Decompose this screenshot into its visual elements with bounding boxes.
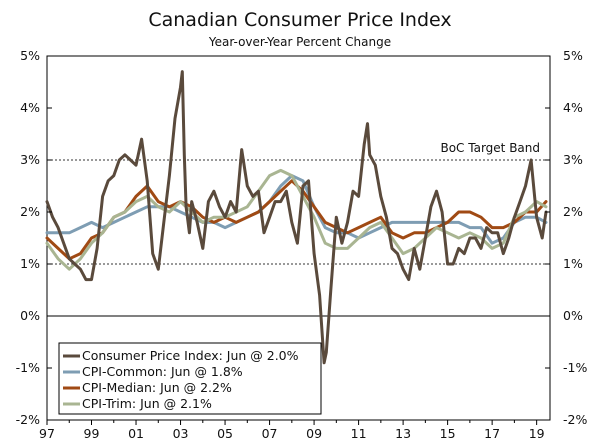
legend-label-cpi-median: CPI-Median: Jun @ 2.2% (82, 380, 232, 395)
cpi-line (45, 70, 548, 365)
reference-lines (47, 159, 550, 317)
y-tick-label-left: 4% (20, 100, 40, 115)
y-tick-label-right: 3% (563, 152, 583, 167)
x-tick-label: 03 (173, 426, 189, 441)
x-tick-label: 11 (351, 426, 367, 441)
y-tick-label-right: 2% (563, 204, 583, 219)
legend-label-cpi: Consumer Price Index: Jun @ 2.0% (82, 348, 299, 363)
legend-box (58, 342, 322, 415)
y-tick-label-left: 2% (20, 204, 40, 219)
target-band-annotation: BoC Target Band (440, 141, 540, 155)
series-lines (45, 70, 548, 365)
y-tick-label-right: 5% (563, 48, 583, 63)
y-tick-label-left: -2% (16, 412, 40, 427)
legend-label-cpi-trim: CPI-Trim: Jun @ 2.1% (82, 396, 212, 411)
chart-title: Canadian Consumer Price Index (148, 9, 451, 31)
y-tick-label-left: 3% (20, 152, 40, 167)
x-tick-label: 99 (84, 426, 100, 441)
y-tick-label-right: 4% (563, 100, 583, 115)
x-tick-label: 07 (262, 426, 278, 441)
y-tick-label-left: 1% (20, 256, 40, 271)
x-tick-label: 01 (128, 426, 144, 441)
y-tick-label-right: -1% (563, 360, 587, 375)
y-tick-label-left: 0% (20, 308, 40, 323)
y-tick-label-left: -1% (16, 360, 40, 375)
y-tick-label-right: 1% (563, 256, 583, 271)
x-tick-label: 17 (484, 426, 500, 441)
cpi-trim-line (45, 168, 548, 271)
axes: -2% -2% -1% -1% 0% 0% 1% 1% 2% 2% 3% 3% 4% 4% 5% 5% 97 99… (16, 48, 588, 441)
legend: Consumer Price Index: Jun @ 2.0% CPI-Com… (58, 342, 322, 415)
x-tick-label: 15 (440, 426, 456, 441)
y-tick-label-left: 5% (20, 48, 40, 63)
x-tick-label: 09 (306, 426, 322, 441)
cpi-common-line (45, 174, 548, 245)
x-tick-label: 05 (217, 426, 233, 441)
y-tick-label-right: 0% (563, 308, 583, 323)
x-tick-label: 97 (39, 426, 55, 441)
legend-label-cpi-common: CPI-Common: Jun @ 1.8% (82, 364, 243, 379)
chart-subtitle: Year-over-Year Percent Change (208, 35, 391, 49)
x-tick-label: 13 (395, 426, 411, 441)
x-tick-label: 19 (529, 426, 545, 441)
y-tick-label-right: -2% (563, 412, 587, 427)
